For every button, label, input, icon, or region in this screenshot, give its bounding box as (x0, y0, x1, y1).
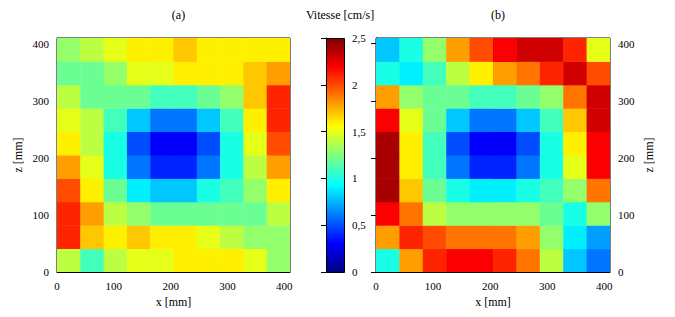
svg-text:200: 200 (33, 152, 50, 164)
svg-text:z [mm]: z [mm] (642, 138, 656, 173)
svg-text:1,5: 1,5 (352, 126, 366, 138)
svg-text:x [mm]: x [mm] (475, 295, 511, 309)
svg-text:300: 300 (219, 280, 236, 292)
svg-text:400: 400 (596, 280, 613, 292)
svg-text:100: 100 (425, 280, 442, 292)
svg-text:100: 100 (618, 209, 635, 221)
svg-text:100: 100 (33, 209, 50, 221)
svg-text:x [mm]: x [mm] (156, 295, 192, 309)
svg-text:300: 300 (539, 280, 556, 292)
svg-text:200: 200 (482, 280, 499, 292)
svg-text:200: 200 (162, 280, 179, 292)
svg-text:100: 100 (106, 280, 123, 292)
svg-text:0,5: 0,5 (352, 219, 366, 231)
svg-text:2,5: 2,5 (352, 32, 366, 44)
svg-text:(a): (a) (172, 8, 185, 22)
svg-text:Vitesse [cm/s]: Vitesse [cm/s] (306, 8, 374, 22)
svg-text:0: 0 (373, 280, 379, 292)
svg-text:0: 0 (618, 266, 624, 278)
svg-text:0: 0 (54, 280, 60, 292)
svg-text:1: 1 (352, 172, 358, 184)
svg-text:0: 0 (44, 266, 50, 278)
svg-text:(b): (b) (491, 8, 505, 22)
svg-text:400: 400 (33, 38, 50, 50)
svg-text:300: 300 (33, 95, 50, 107)
svg-text:400: 400 (618, 38, 635, 50)
svg-text:z [mm]: z [mm] (11, 138, 25, 173)
svg-text:0: 0 (352, 266, 358, 278)
svg-text:2: 2 (352, 79, 358, 91)
svg-text:400: 400 (276, 280, 293, 292)
svg-text:300: 300 (618, 95, 635, 107)
svg-text:200: 200 (618, 152, 635, 164)
